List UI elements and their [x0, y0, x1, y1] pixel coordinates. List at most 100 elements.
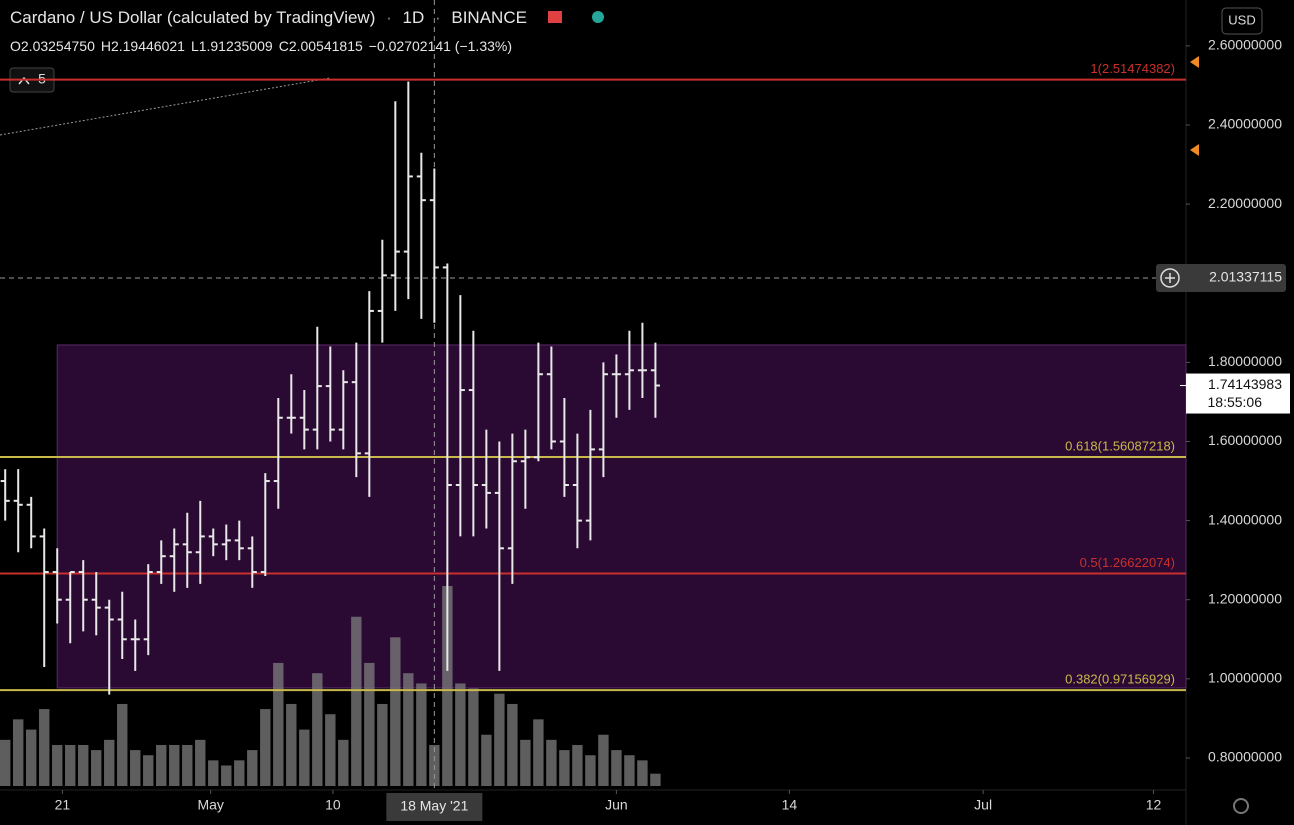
volume-bar	[559, 750, 570, 786]
y-tick-label: 2.20000000	[1208, 195, 1282, 211]
volume-bar	[247, 750, 258, 786]
x-tick-label: Jun	[605, 797, 628, 813]
volume-bar	[0, 739, 11, 786]
volume-bar	[156, 744, 167, 786]
volume-bar	[650, 773, 661, 786]
volume-bar	[234, 760, 245, 786]
volume-bar	[637, 760, 648, 786]
fib-label: 1(2.51474382)	[1090, 61, 1175, 76]
volume-bar	[442, 586, 453, 786]
volume-bar	[338, 739, 349, 786]
volume-bar	[65, 744, 76, 786]
volume-bar	[572, 744, 583, 786]
y-tick-label: 1.40000000	[1208, 511, 1282, 527]
volume-bar	[39, 709, 50, 786]
volume-bar	[260, 709, 271, 786]
crosshair-x-label: 18 May '21	[400, 798, 468, 814]
fib-label: 0.5(1.26622074)	[1080, 555, 1175, 570]
volume-bar	[169, 744, 180, 786]
chevron-icon	[18, 76, 30, 85]
volume-bar	[78, 744, 89, 786]
settings-icon[interactable]	[1233, 798, 1249, 814]
volume-bar	[533, 719, 544, 786]
ohlc-legend: O2.03254750 H2.19446021 L1.91235009 C2.0054…	[10, 38, 518, 54]
alert-marker	[1190, 144, 1199, 156]
volume-bar	[416, 683, 427, 786]
volume-bar	[468, 688, 479, 786]
symbol-title: Cardano / US Dollar (calculated by Tradi…	[10, 8, 376, 27]
legend-value: H2.19446021	[100, 38, 185, 54]
x-tick-label: May	[197, 797, 223, 813]
legend-value: O2.03254750	[10, 38, 95, 54]
y-tick-label: 1.20000000	[1208, 590, 1282, 606]
volume-bar	[195, 739, 206, 786]
last-price-tag	[1186, 373, 1290, 414]
x-tick-label: Jul	[974, 797, 992, 813]
header: Cardano / US Dollar (calculated by Tradi…	[10, 8, 605, 28]
volume-bar	[481, 734, 492, 786]
currency-label: USD	[1228, 12, 1255, 27]
y-tick-label: 0.80000000	[1208, 749, 1282, 765]
volume-bar	[208, 760, 219, 786]
crosshair-y-label: 2.01337115	[1209, 269, 1282, 285]
alert-marker	[1190, 56, 1199, 68]
volume-bar	[13, 719, 24, 786]
fib-label: 0.382(0.97156929)	[1065, 672, 1175, 687]
volume-bar	[598, 734, 609, 786]
volume-bar	[546, 739, 557, 786]
volume-bar	[325, 714, 336, 786]
y-tick-label: 1.00000000	[1208, 670, 1282, 686]
legend-value: C2.00541815	[278, 38, 363, 54]
x-tick-label: 14	[782, 797, 798, 813]
y-tick-label: 1.80000000	[1208, 353, 1282, 369]
volume-bar	[364, 662, 375, 786]
last-price-label: 1.74143983	[1208, 376, 1282, 392]
interval: 1D	[402, 8, 425, 27]
separator: ·	[386, 8, 392, 27]
y-tick-label: 1.60000000	[1208, 432, 1282, 448]
volume-bar	[312, 673, 323, 786]
zone-box	[56, 344, 1187, 689]
volume-bar	[377, 703, 388, 786]
exchange: BINANCE	[451, 8, 527, 27]
volume-bar	[611, 750, 622, 786]
volume-bar	[182, 744, 193, 786]
volume-bar	[520, 739, 531, 786]
y-tick-label: 2.40000000	[1208, 116, 1282, 132]
flag-icon[interactable]	[547, 11, 562, 23]
volume-bar	[221, 765, 232, 786]
volume-bar	[130, 750, 141, 786]
crosshair-x-tag	[386, 793, 483, 821]
volume-bar	[143, 755, 154, 786]
volume-bar	[286, 703, 297, 786]
plus-icon	[1165, 272, 1175, 283]
x-tick-label: 12	[1146, 797, 1162, 813]
volume-bar	[351, 616, 362, 786]
separator: ·	[434, 8, 441, 27]
volume-bar	[585, 755, 596, 786]
x-tick-label: 10	[325, 797, 341, 813]
volume-bar	[91, 750, 102, 786]
legend-value: L1.91235009	[190, 38, 273, 54]
volume-bar	[455, 683, 466, 786]
countdown-label: 18:55:06	[1208, 394, 1263, 410]
volume-bar	[494, 693, 505, 786]
volume-bar	[403, 673, 414, 786]
volume-bar	[299, 729, 310, 786]
currency-button[interactable]	[1221, 7, 1263, 35]
volume-bar	[26, 729, 37, 786]
y-tick-label: 2.60000000	[1208, 37, 1282, 53]
volume-bar	[507, 703, 518, 786]
status-dot	[592, 11, 605, 23]
volume-bar	[390, 637, 401, 786]
volume-bar	[104, 739, 115, 786]
crosshair-y-tag	[1156, 263, 1286, 292]
legend-value: −0.02702141 (−1.33%)	[368, 38, 513, 54]
add-alert-icon[interactable]	[1160, 268, 1180, 288]
x-tick-label: 21	[55, 797, 71, 813]
volume-bar	[624, 755, 635, 786]
volume-bar	[117, 703, 128, 786]
volume-bar	[273, 662, 284, 786]
